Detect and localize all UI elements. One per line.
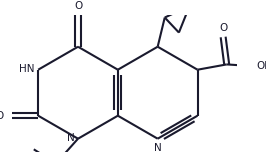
Text: N: N xyxy=(67,133,74,143)
Text: OH: OH xyxy=(256,61,266,71)
Text: O: O xyxy=(219,23,227,33)
Text: HN: HN xyxy=(19,64,35,74)
Text: O: O xyxy=(0,111,4,121)
Text: O: O xyxy=(74,1,82,11)
Text: N: N xyxy=(154,143,161,153)
